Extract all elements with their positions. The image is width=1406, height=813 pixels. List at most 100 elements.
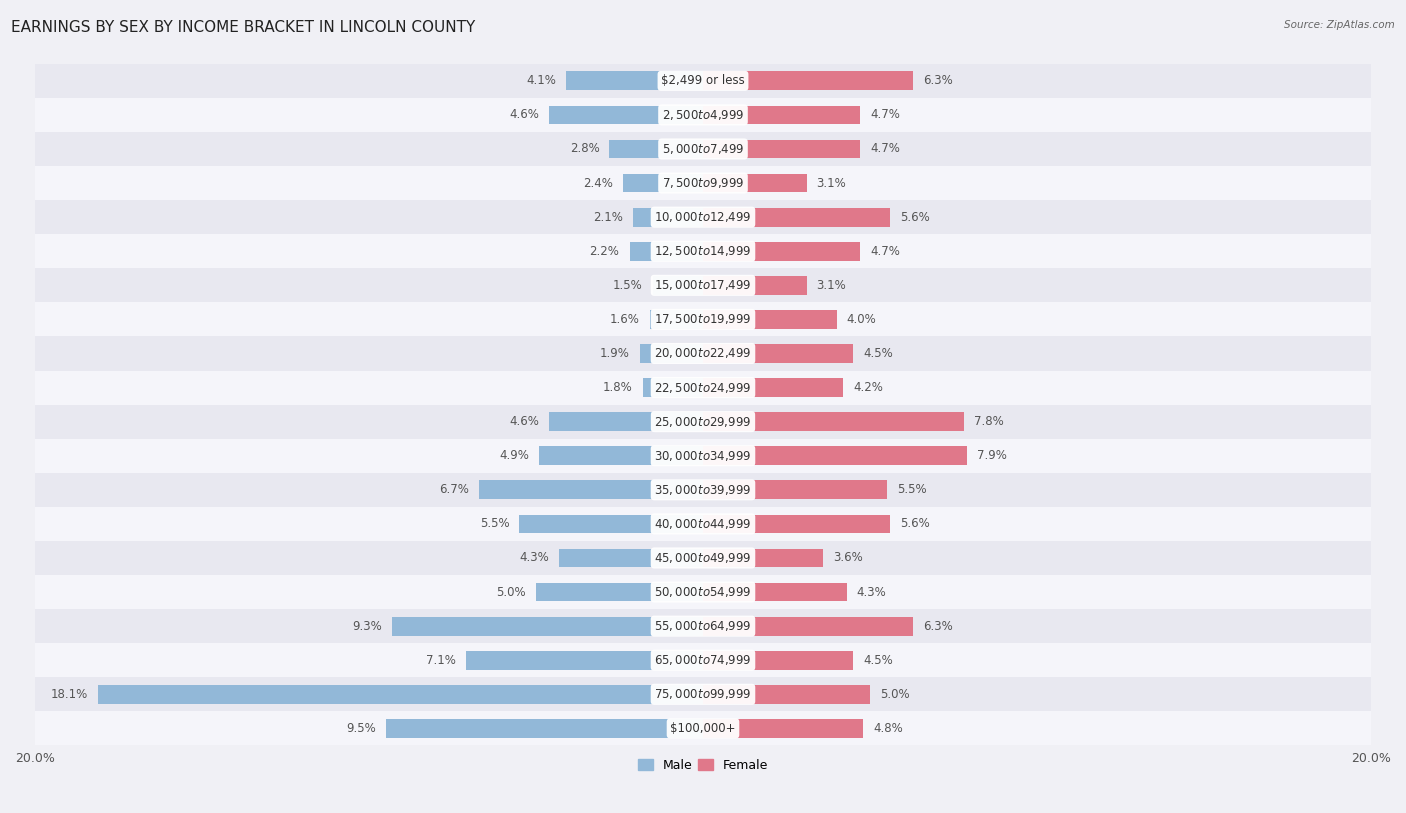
- Bar: [35, 302, 1371, 337]
- Text: $22,500 to $24,999: $22,500 to $24,999: [654, 380, 752, 394]
- Text: 6.3%: 6.3%: [924, 74, 953, 87]
- Text: 2.4%: 2.4%: [583, 176, 613, 189]
- Bar: [703, 480, 887, 499]
- Text: 4.1%: 4.1%: [526, 74, 555, 87]
- Bar: [643, 378, 703, 397]
- Bar: [519, 515, 703, 533]
- Bar: [703, 549, 824, 567]
- Bar: [35, 609, 1371, 643]
- Bar: [703, 515, 890, 533]
- Bar: [703, 344, 853, 363]
- Text: 4.7%: 4.7%: [870, 245, 900, 258]
- Text: 1.6%: 1.6%: [610, 313, 640, 326]
- Text: Source: ZipAtlas.com: Source: ZipAtlas.com: [1284, 20, 1395, 30]
- Bar: [703, 446, 967, 465]
- Text: 4.2%: 4.2%: [853, 381, 883, 394]
- Bar: [703, 310, 837, 328]
- Bar: [567, 72, 703, 90]
- Bar: [392, 617, 703, 636]
- Bar: [703, 174, 807, 193]
- Bar: [465, 651, 703, 670]
- Bar: [35, 677, 1371, 711]
- Bar: [35, 439, 1371, 473]
- Text: $75,000 to $99,999: $75,000 to $99,999: [654, 687, 752, 702]
- Text: $10,000 to $12,499: $10,000 to $12,499: [654, 210, 752, 224]
- Text: 5.5%: 5.5%: [479, 517, 509, 530]
- Bar: [35, 575, 1371, 609]
- Text: 6.7%: 6.7%: [439, 483, 470, 496]
- Text: $55,000 to $64,999: $55,000 to $64,999: [654, 620, 752, 633]
- Text: 1.8%: 1.8%: [603, 381, 633, 394]
- Text: 5.6%: 5.6%: [900, 517, 929, 530]
- Bar: [35, 506, 1371, 541]
- Text: 3.6%: 3.6%: [834, 551, 863, 564]
- Text: $15,000 to $17,499: $15,000 to $17,499: [654, 278, 752, 293]
- Bar: [703, 583, 846, 602]
- Text: 4.7%: 4.7%: [870, 142, 900, 155]
- Text: $50,000 to $54,999: $50,000 to $54,999: [654, 585, 752, 599]
- Text: $17,500 to $19,999: $17,500 to $19,999: [654, 312, 752, 326]
- Bar: [633, 208, 703, 227]
- Bar: [703, 241, 860, 261]
- Bar: [35, 63, 1371, 98]
- Bar: [703, 685, 870, 704]
- Text: $12,500 to $14,999: $12,500 to $14,999: [654, 244, 752, 259]
- Bar: [703, 276, 807, 294]
- Bar: [35, 371, 1371, 405]
- Text: 4.6%: 4.6%: [509, 108, 540, 121]
- Text: $45,000 to $49,999: $45,000 to $49,999: [654, 551, 752, 565]
- Bar: [479, 480, 703, 499]
- Text: 4.5%: 4.5%: [863, 347, 893, 360]
- Text: 7.9%: 7.9%: [977, 450, 1007, 463]
- Bar: [550, 412, 703, 431]
- Text: $2,500 to $4,999: $2,500 to $4,999: [662, 108, 744, 122]
- Text: $65,000 to $74,999: $65,000 to $74,999: [654, 653, 752, 667]
- Bar: [35, 337, 1371, 371]
- Text: 4.7%: 4.7%: [870, 108, 900, 121]
- Text: $7,500 to $9,999: $7,500 to $9,999: [662, 176, 744, 190]
- Text: $30,000 to $34,999: $30,000 to $34,999: [654, 449, 752, 463]
- Text: $2,499 or less: $2,499 or less: [661, 74, 745, 87]
- Bar: [623, 174, 703, 193]
- Text: 9.5%: 9.5%: [346, 722, 375, 735]
- Bar: [98, 685, 703, 704]
- Text: EARNINGS BY SEX BY INCOME BRACKET IN LINCOLN COUNTY: EARNINGS BY SEX BY INCOME BRACKET IN LIN…: [11, 20, 475, 35]
- Text: 4.9%: 4.9%: [499, 450, 529, 463]
- Bar: [703, 412, 963, 431]
- Bar: [35, 132, 1371, 166]
- Bar: [35, 711, 1371, 746]
- Text: 2.2%: 2.2%: [589, 245, 620, 258]
- Bar: [35, 541, 1371, 575]
- Text: 4.3%: 4.3%: [856, 585, 886, 598]
- Bar: [703, 719, 863, 737]
- Text: $100,000+: $100,000+: [671, 722, 735, 735]
- Text: 9.3%: 9.3%: [353, 620, 382, 633]
- Text: 7.8%: 7.8%: [973, 415, 1004, 428]
- Bar: [540, 446, 703, 465]
- Bar: [703, 208, 890, 227]
- Text: 7.1%: 7.1%: [426, 654, 456, 667]
- Text: $5,000 to $7,499: $5,000 to $7,499: [662, 142, 744, 156]
- Bar: [703, 378, 844, 397]
- Bar: [703, 72, 914, 90]
- Bar: [385, 719, 703, 737]
- Bar: [703, 140, 860, 159]
- Text: 3.1%: 3.1%: [817, 176, 846, 189]
- Text: 1.9%: 1.9%: [599, 347, 630, 360]
- Text: 4.5%: 4.5%: [863, 654, 893, 667]
- Text: 2.8%: 2.8%: [569, 142, 599, 155]
- Legend: Male, Female: Male, Female: [633, 754, 773, 776]
- Text: 5.6%: 5.6%: [900, 211, 929, 224]
- Bar: [630, 241, 703, 261]
- Bar: [609, 140, 703, 159]
- Text: $40,000 to $44,999: $40,000 to $44,999: [654, 517, 752, 531]
- Bar: [650, 310, 703, 328]
- Text: 4.0%: 4.0%: [846, 313, 876, 326]
- Bar: [35, 234, 1371, 268]
- Text: 2.1%: 2.1%: [593, 211, 623, 224]
- Text: $20,000 to $22,499: $20,000 to $22,499: [654, 346, 752, 360]
- Text: 5.0%: 5.0%: [496, 585, 526, 598]
- Text: 5.5%: 5.5%: [897, 483, 927, 496]
- Text: 6.3%: 6.3%: [924, 620, 953, 633]
- Bar: [536, 583, 703, 602]
